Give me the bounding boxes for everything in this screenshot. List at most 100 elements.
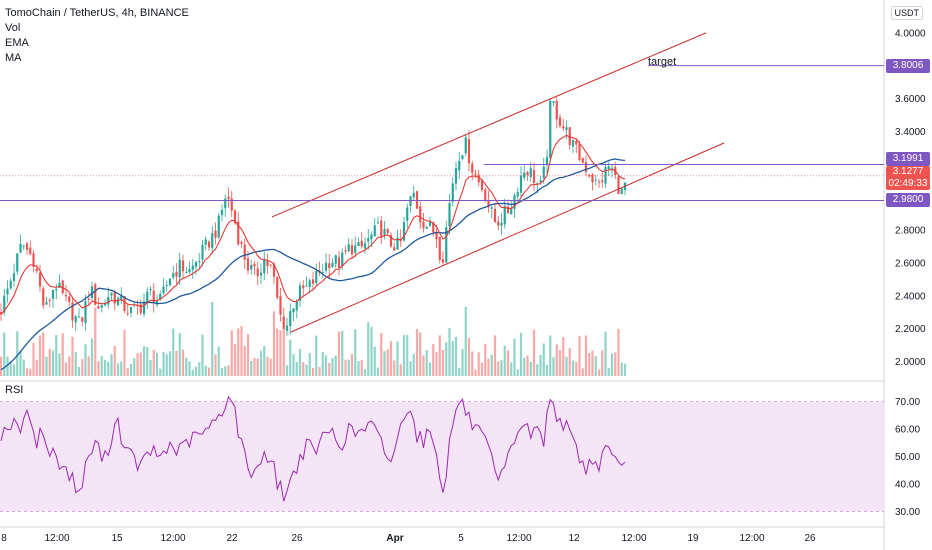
volume-bar	[107, 361, 110, 376]
rsi-axis-tick: 60.00	[895, 425, 920, 436]
volume-bar	[246, 334, 250, 376]
candle-body	[87, 299, 90, 301]
legend-ema[interactable]: EMA	[5, 37, 29, 49]
candle-body	[532, 170, 536, 184]
volume-bar	[87, 356, 90, 376]
support-price-tag: 2.9800	[886, 193, 930, 207]
volume-bar	[266, 356, 269, 376]
candle-body	[558, 117, 562, 126]
price-axis-tick: 2.6000	[895, 258, 926, 269]
volume-bar	[341, 330, 344, 376]
volume-bar	[285, 365, 289, 376]
volume-bar	[214, 354, 217, 376]
candle-body	[363, 243, 367, 249]
candle-body	[549, 100, 552, 159]
target-price-value: 3.8006	[892, 60, 924, 71]
ma-line	[0, 158, 626, 371]
volume-bar	[94, 307, 97, 376]
volume-bar	[497, 361, 500, 376]
volume-bar	[45, 356, 48, 376]
candle-body	[438, 236, 441, 260]
volume-bar	[328, 362, 331, 376]
volume-bar	[529, 361, 532, 376]
volume-bar	[467, 338, 471, 376]
volume-bar	[370, 326, 373, 376]
time-axis-tick: 12:00	[506, 533, 531, 544]
volume-bar	[360, 359, 363, 376]
time-axis-tick: 22	[226, 533, 238, 544]
candle-body	[266, 260, 269, 266]
volume-bar	[318, 367, 321, 376]
volume-bar	[120, 361, 123, 376]
volume-bar	[578, 336, 581, 376]
candle-body	[113, 292, 116, 304]
candle-body	[159, 293, 162, 300]
volume-bar	[55, 335, 58, 376]
candle-body	[464, 137, 467, 154]
candle-body	[233, 210, 237, 224]
candle-body	[162, 286, 165, 294]
currency-unit-badge[interactable]: USDT	[890, 6, 923, 20]
candle-body	[367, 238, 370, 242]
candle-body	[285, 325, 289, 331]
volume-bar	[471, 351, 474, 376]
candle-body	[123, 296, 126, 311]
candle-body	[568, 127, 571, 146]
rsi-legend[interactable]: RSI	[5, 384, 24, 396]
volume-bar	[523, 357, 526, 376]
candle-body	[19, 244, 22, 253]
volume-bar	[201, 334, 204, 376]
symbol-title[interactable]: TomoChain / TetherUS, 4h, BINANCE	[5, 7, 189, 19]
candle-body	[191, 265, 194, 270]
legend-vol[interactable]: Vol	[5, 22, 21, 34]
candle-body	[32, 253, 35, 267]
price-axis-tick: 2.4000	[895, 291, 926, 302]
volume-bar	[445, 342, 448, 376]
volume-bar	[68, 356, 71, 376]
volume-bar	[64, 362, 68, 376]
time-axis-tick: 12:00	[739, 533, 764, 544]
volume-bar	[211, 302, 214, 376]
volume-bar	[461, 349, 464, 376]
time-axis-tick: 12:00	[44, 533, 69, 544]
volume-bar	[6, 356, 9, 376]
candle-body	[588, 174, 591, 177]
volume-bar	[32, 342, 35, 376]
volume-bar	[480, 362, 484, 376]
volume-bar	[454, 336, 458, 376]
rsi-line	[0, 395, 626, 502]
candle-body	[396, 237, 399, 250]
legend-ma[interactable]: MA	[5, 52, 22, 64]
volume-bar	[623, 363, 627, 376]
candle-body	[42, 288, 45, 306]
candle-body	[555, 100, 558, 120]
candle-body	[198, 261, 201, 263]
volume-bar	[298, 348, 302, 376]
candle-body	[562, 126, 565, 129]
candle-body	[305, 285, 308, 287]
candle-body	[74, 316, 77, 323]
volume-bar	[604, 331, 607, 376]
volume-bar	[532, 329, 536, 376]
candle-body	[328, 263, 331, 269]
volume-bar	[558, 350, 562, 376]
candle-body	[110, 292, 113, 296]
volume-bar	[113, 345, 116, 376]
volume-bar	[256, 358, 259, 376]
candle-body	[422, 221, 425, 229]
volume-bar	[100, 356, 103, 376]
candle-body	[155, 300, 159, 305]
candle-body	[578, 144, 581, 160]
candle-body	[380, 220, 383, 237]
candle-body	[55, 289, 58, 291]
candle-body	[100, 305, 103, 308]
volume-bar	[168, 351, 172, 376]
volume-bar	[16, 331, 19, 376]
volume-bar	[292, 354, 295, 376]
volume-bar	[422, 355, 425, 376]
candle-body	[45, 302, 48, 305]
volume-bar	[240, 326, 243, 376]
candle-body	[389, 235, 393, 247]
volume-bar	[331, 358, 334, 376]
